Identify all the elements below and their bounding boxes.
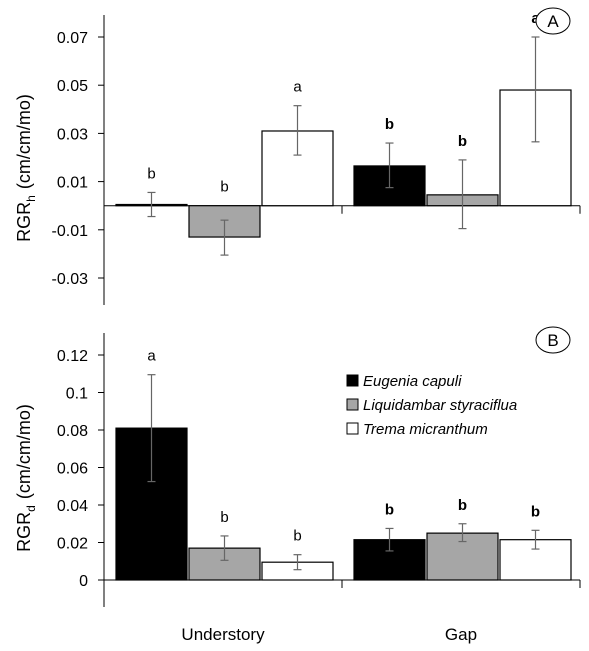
y-tick-label: 0 [79,573,88,590]
y-axis-label-main: RGR [14,512,34,552]
significance-letter: b [458,133,467,150]
legend-swatch [346,374,359,387]
legend-label: Trema micranthum [363,421,488,438]
y-axis-label: RGRd (cm/cm/mo) [14,404,38,552]
panel-b-chart: 0.12 0.1 0.08 0.06 0.04 0.02 0 RGRd (cm/cm/mo) a b… [14,326,581,644]
y-tick-label: 0.06 [57,461,88,478]
significance-letter: b [385,116,394,133]
y-tick-label: -0.01 [52,223,89,240]
panel-a-chart: 0.07 0.05 0.03 0.01 -0.01 -0.03 RGRh (cm/cm/mo)… [14,7,581,305]
y-axis-label-units: (cm/cm/mo) [14,94,34,189]
panel-letter: A [547,12,559,31]
y-axis-label-main: RGR [14,202,34,242]
legend-swatch [346,398,359,411]
y-tick-label: 0.07 [57,30,88,47]
significance-letter: b [220,509,228,526]
y-axis-label-units: (cm/cm/mo) [14,404,34,499]
y-tick-label: 0.12 [57,348,88,365]
legend: Eugenia capuli Liquidambar styraciflua Tre… [346,373,517,438]
y-tick-label: 0.05 [57,78,88,95]
panel-letter-circle [535,7,571,35]
y-tick-label: 0.1 [66,386,88,403]
significance-letter: b [531,503,540,520]
x-category-label: Gap [445,625,477,644]
significance-letter: a [293,79,302,96]
significance-letter: b [293,528,301,545]
y-tick-label: 0.01 [57,175,88,192]
y-tick-label: 0.08 [57,423,88,440]
y-axis-label-subscript: h [24,195,38,202]
y-tick-label: 0.02 [57,536,88,553]
x-category-label: Understory [181,625,265,644]
y-tick-label: 0.04 [57,498,88,515]
legend-swatch [346,422,359,435]
significance-letter: a [147,348,156,365]
significance-letter: b [458,497,467,514]
y-axis-label-subscript: d [24,505,38,512]
significance-letter: b [220,179,228,196]
significance-letter: b [385,501,394,518]
legend-label: Eugenia capuli [363,373,462,390]
legend-label: Liquidambar styraciflua [363,397,517,414]
y-axis-label: RGRh (cm/cm/mo) [14,94,38,242]
panel-letter-circle [535,326,571,354]
y-tick-label: -0.03 [52,271,89,288]
significance-letter: b [147,165,155,182]
y-tick-label: 0.03 [57,126,88,143]
panel-letter: B [547,331,558,350]
